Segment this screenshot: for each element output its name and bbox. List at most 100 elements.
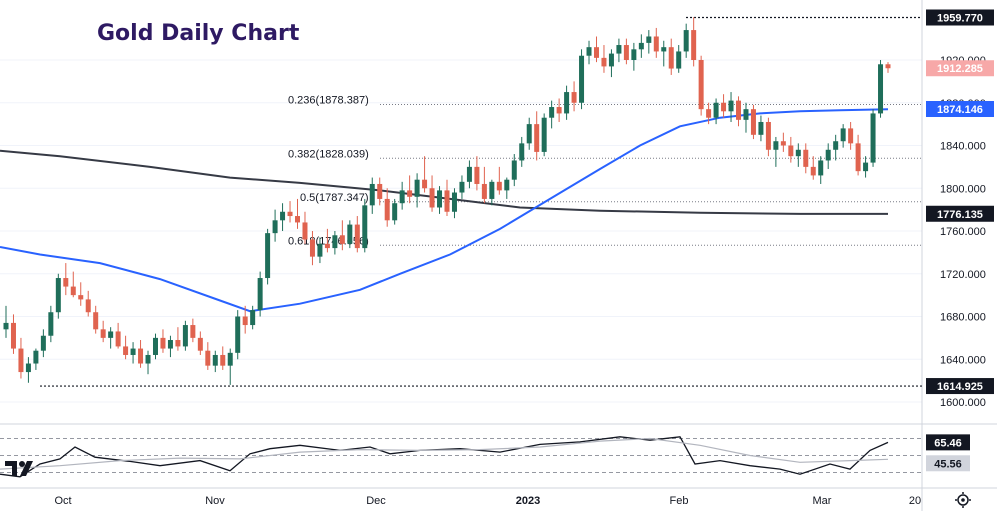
candle[interactable] bbox=[750, 104, 756, 140]
candle[interactable] bbox=[586, 40, 592, 65]
candle[interactable] bbox=[384, 188, 390, 227]
candle[interactable] bbox=[93, 305, 99, 334]
candle[interactable] bbox=[309, 231, 315, 266]
candle[interactable] bbox=[676, 45, 682, 73]
candle[interactable] bbox=[108, 327, 114, 349]
candle[interactable] bbox=[429, 175, 435, 212]
candle[interactable] bbox=[227, 348, 233, 385]
candle[interactable] bbox=[145, 350, 151, 375]
candle[interactable] bbox=[302, 211, 308, 244]
candle[interactable] bbox=[339, 220, 345, 251]
candle[interactable] bbox=[115, 322, 121, 349]
candle[interactable] bbox=[825, 143, 831, 170]
timezone-gear-icon[interactable] bbox=[955, 492, 971, 508]
candle[interactable] bbox=[706, 102, 712, 125]
candle[interactable] bbox=[25, 357, 31, 383]
candle[interactable] bbox=[593, 36, 599, 63]
candle[interactable] bbox=[451, 188, 457, 219]
candle[interactable] bbox=[3, 305, 9, 338]
candle[interactable] bbox=[190, 318, 196, 343]
candle[interactable] bbox=[795, 143, 801, 167]
candle[interactable] bbox=[691, 17, 697, 67]
candle[interactable] bbox=[70, 271, 76, 298]
candle[interactable] bbox=[601, 45, 607, 73]
candle[interactable] bbox=[220, 346, 226, 370]
candle[interactable] bbox=[287, 201, 293, 223]
candle[interactable] bbox=[130, 342, 136, 364]
candle[interactable] bbox=[810, 156, 816, 180]
candle[interactable] bbox=[571, 81, 577, 112]
candle[interactable] bbox=[152, 333, 158, 360]
candle[interactable] bbox=[474, 156, 480, 191]
candle[interactable] bbox=[631, 42, 637, 71]
candle[interactable] bbox=[10, 314, 16, 354]
candle[interactable] bbox=[721, 94, 727, 118]
candle[interactable] bbox=[661, 40, 667, 67]
candle[interactable] bbox=[863, 156, 869, 178]
candle[interactable] bbox=[668, 38, 674, 75]
candle[interactable] bbox=[855, 134, 861, 176]
candle[interactable] bbox=[743, 102, 749, 133]
candle[interactable] bbox=[257, 271, 263, 317]
candle[interactable] bbox=[138, 340, 144, 368]
candle[interactable] bbox=[332, 231, 338, 255]
candle[interactable] bbox=[55, 273, 61, 319]
candle[interactable] bbox=[414, 173, 420, 208]
candle[interactable] bbox=[496, 166, 502, 195]
candle[interactable] bbox=[504, 177, 510, 199]
candle[interactable] bbox=[280, 203, 286, 231]
candle[interactable] bbox=[459, 175, 465, 199]
candle[interactable] bbox=[265, 228, 271, 285]
candle[interactable] bbox=[295, 198, 301, 229]
candle[interactable] bbox=[18, 337, 24, 379]
candle[interactable] bbox=[489, 179, 495, 206]
candle[interactable] bbox=[765, 117, 771, 157]
candle[interactable] bbox=[444, 179, 450, 217]
candle[interactable] bbox=[100, 320, 106, 343]
candle[interactable] bbox=[182, 320, 188, 351]
candle[interactable] bbox=[780, 132, 786, 152]
candle[interactable] bbox=[511, 154, 517, 187]
candle[interactable] bbox=[579, 49, 585, 110]
candle[interactable] bbox=[885, 62, 891, 73]
candle[interactable] bbox=[205, 342, 211, 370]
candle[interactable] bbox=[48, 305, 54, 343]
candle[interactable] bbox=[481, 166, 487, 204]
candle[interactable] bbox=[728, 92, 734, 122]
candle[interactable] bbox=[40, 329, 46, 358]
candle[interactable] bbox=[683, 23, 689, 58]
candle[interactable] bbox=[354, 216, 360, 253]
candle[interactable] bbox=[878, 60, 884, 118]
candle[interactable] bbox=[541, 113, 547, 157]
candle[interactable] bbox=[549, 100, 555, 129]
candle[interactable] bbox=[758, 115, 764, 142]
candle[interactable] bbox=[407, 175, 413, 204]
candle[interactable] bbox=[556, 98, 562, 122]
candle[interactable] bbox=[175, 327, 181, 351]
candle[interactable] bbox=[466, 160, 472, 189]
candle[interactable] bbox=[564, 85, 570, 120]
candle[interactable] bbox=[646, 30, 652, 54]
candle[interactable] bbox=[272, 209, 278, 242]
candle[interactable] bbox=[623, 38, 629, 65]
candle[interactable] bbox=[833, 134, 839, 161]
candle[interactable] bbox=[422, 156, 428, 193]
candle[interactable] bbox=[653, 27, 659, 58]
candle[interactable] bbox=[197, 331, 203, 355]
candle[interactable] bbox=[347, 220, 353, 249]
candle[interactable] bbox=[803, 143, 809, 174]
candle[interactable] bbox=[377, 177, 383, 206]
candle[interactable] bbox=[713, 98, 719, 125]
candle[interactable] bbox=[63, 263, 69, 296]
candle[interactable] bbox=[616, 38, 622, 63]
candle[interactable] bbox=[736, 96, 742, 127]
candle[interactable] bbox=[534, 111, 540, 161]
candle[interactable] bbox=[698, 55, 704, 116]
candle[interactable] bbox=[392, 198, 398, 225]
tradingview-logo[interactable] bbox=[5, 461, 33, 476]
candle[interactable] bbox=[773, 136, 779, 167]
candle[interactable] bbox=[160, 329, 166, 353]
candle[interactable] bbox=[870, 109, 876, 167]
candle[interactable] bbox=[85, 290, 91, 317]
